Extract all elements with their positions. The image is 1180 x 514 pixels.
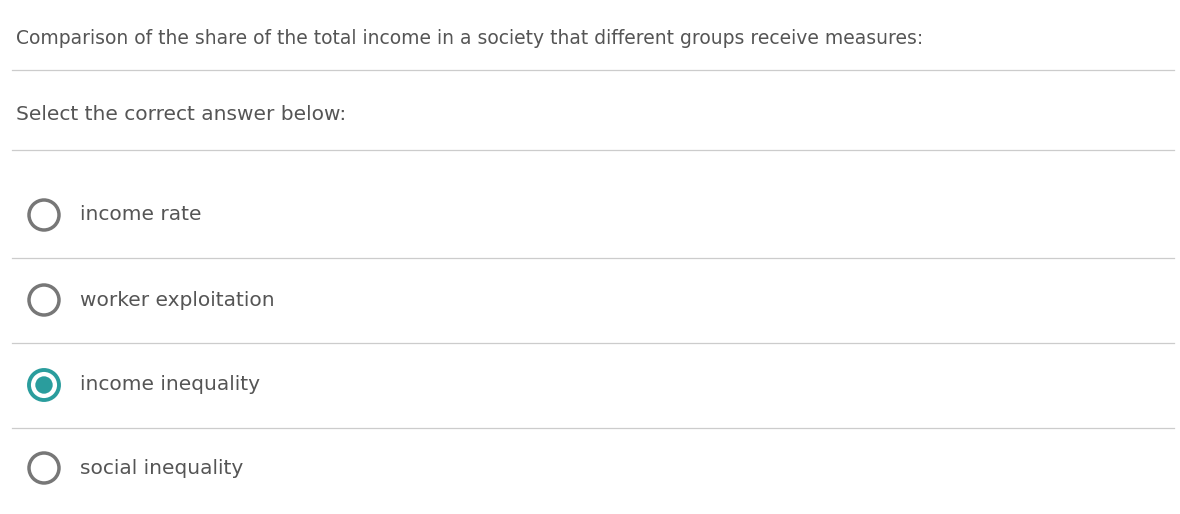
- Circle shape: [35, 376, 53, 394]
- Text: social inequality: social inequality: [80, 458, 243, 478]
- Text: worker exploitation: worker exploitation: [80, 290, 275, 309]
- Circle shape: [30, 453, 59, 483]
- Text: income inequality: income inequality: [80, 376, 260, 395]
- Circle shape: [30, 370, 59, 400]
- Circle shape: [30, 285, 59, 315]
- Text: Select the correct answer below:: Select the correct answer below:: [17, 105, 346, 124]
- Text: Comparison of the share of the total income in a society that different groups r: Comparison of the share of the total inc…: [17, 28, 923, 47]
- Text: income rate: income rate: [80, 206, 202, 225]
- Circle shape: [30, 200, 59, 230]
